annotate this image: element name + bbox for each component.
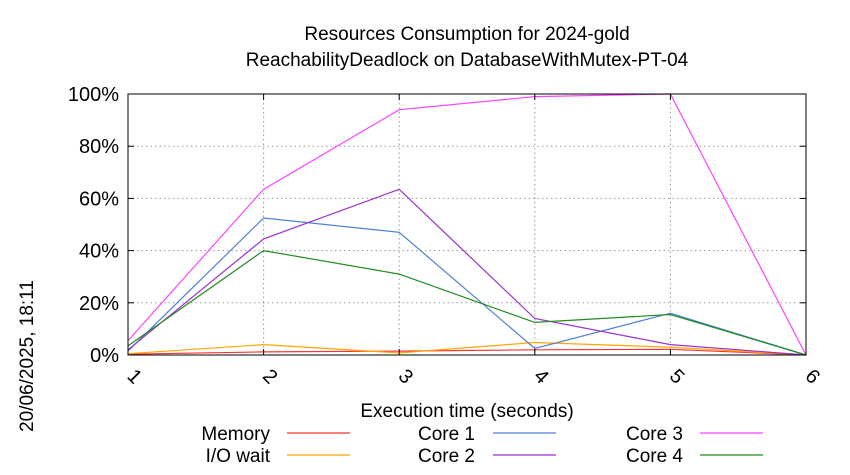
y-tick-label: 20% <box>79 293 119 315</box>
chart-title-line-2: ReachabilityDeadlock on DatabaseWithMute… <box>246 50 689 71</box>
y-tick-label: 40% <box>79 241 119 263</box>
y-tick-label: 0% <box>90 345 119 367</box>
axis-ticks: 0% 20% 40% 60% 80% 100% 1 2 3 4 5 6 <box>68 84 824 388</box>
series-line-i-o-wait <box>127 341 807 356</box>
legend-label-core-1: Core 1 <box>418 424 475 445</box>
plot-frame <box>127 93 807 356</box>
y-tick-label: 80% <box>79 136 119 158</box>
series-line-core-4 <box>127 249 807 356</box>
chart-title-line-1: Resources Consumption for 2024-gold <box>304 24 629 45</box>
y-tick-label: 60% <box>79 188 119 210</box>
series-line-memory <box>127 348 807 356</box>
legend-label-core-4: Core 4 <box>626 446 683 467</box>
series-line-core-3 <box>127 93 807 356</box>
legend-label-core-3: Core 3 <box>626 424 683 445</box>
legend-label-memory: Memory <box>201 424 270 445</box>
x-tick-label: 6 <box>801 365 824 388</box>
x-tick-label: 3 <box>394 365 417 388</box>
x-tick-label: 5 <box>665 365 688 388</box>
series-line-core-2 <box>127 188 807 356</box>
x-tick-label: 4 <box>529 365 552 388</box>
series-lines <box>127 93 807 356</box>
timestamp-label: 20/06/2025, 18:11 <box>17 280 38 432</box>
x-tick-label: 1 <box>123 365 146 388</box>
legend-label-core-2: Core 2 <box>418 446 475 467</box>
grid <box>128 94 806 355</box>
x-axis-label: Execution time (seconds) <box>360 401 573 422</box>
series-line-core-1 <box>127 217 807 356</box>
y-tick-label: 100% <box>68 84 119 106</box>
x-tick-label: 2 <box>258 365 281 388</box>
legend-label-i-o-wait: I/O wait <box>206 446 271 467</box>
